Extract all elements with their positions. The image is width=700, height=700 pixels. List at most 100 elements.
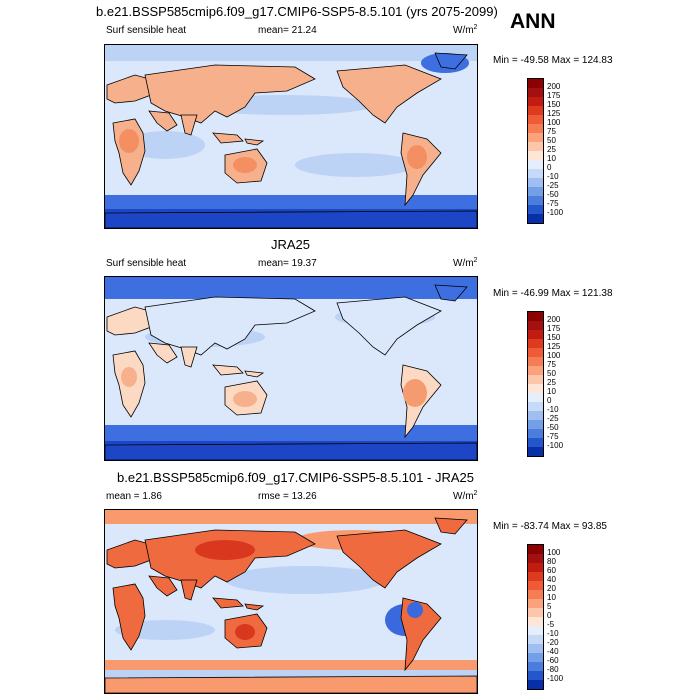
north-america-landmass [336,296,442,356]
land-anomaly [407,145,427,169]
panel1-minmax: Min = -49.58 Max = 124.83 [493,55,613,66]
panel3-map [104,509,478,694]
land-anomaly [407,602,423,618]
asia-landmass [144,64,316,124]
colorbar-tick-label: 80 [547,557,556,566]
colorbar-tick-label: 10 [547,154,556,163]
colorbar-tick-label: -75 [547,199,559,208]
colorbar-swatch [528,554,543,563]
land-anomaly [121,367,137,387]
indonesia-landmass [212,364,265,378]
colorbar-swatch [528,608,543,617]
land-anomaly [233,391,257,407]
colorbar-swatch [528,671,543,680]
colorbar-tick-label: 125 [547,109,561,118]
colorbar-swatch [528,626,543,635]
colorbar-swatch [528,366,543,375]
colorbar-swatch [528,680,543,689]
panel3-left-label: mean = 1.86 [106,491,162,502]
colorbar-swatch [528,321,543,330]
colorbar-box [527,78,544,224]
panel3-title: b.e21.BSSP585cmip6.f09_g17.CMIP6-SSP5-8.… [117,470,474,485]
colorbar-swatch [528,617,543,626]
colorbar-tick-label: -20 [547,638,559,647]
panel2-field [105,277,477,460]
colorbar-swatch [528,420,543,429]
colorbar-tick-label: -100 [547,208,564,217]
colorbar-tick-label: -25 [547,181,559,190]
colorbar-tick-label: 100 [547,118,561,127]
land-anomaly [235,624,255,640]
colorbar-swatch [528,402,543,411]
indonesia-landmass [212,597,265,611]
zonal-band [105,660,477,670]
colorbar-tick-label: 10 [547,387,556,396]
colorbar-swatch [528,97,543,106]
colorbar-swatch [528,178,543,187]
colorbar-swatch [528,196,543,205]
colorbar-swatch [528,635,543,644]
colorbar-box [527,311,544,457]
zonal-band [105,277,477,299]
anomaly-region [295,153,415,177]
panel1-units: W/m2 [453,24,478,36]
colorbar-swatch [528,644,543,653]
zonal-band [105,195,477,209]
colorbar-tick-label: -80 [547,665,559,674]
panel3-rmse-label: rmse = 13.26 [258,491,317,502]
colorbar-tick-label: 200 [547,82,561,91]
colorbar-tick-label: -100 [547,674,564,683]
colorbar-tick-label: 150 [547,333,561,342]
panel1-mean-label: mean= 21.24 [258,25,317,36]
africa-landmass [112,583,146,651]
asia-landmass [144,296,316,356]
panel2-left-label: Surf sensible heat [106,258,187,269]
colorbar-tick-label: 125 [547,342,561,351]
greenland-landmass [434,517,468,535]
colorbar-tick-label: 75 [547,360,556,369]
colorbar-swatch [528,312,543,321]
colorbar-tick-label: -10 [547,629,559,638]
colorbar-swatch [528,375,543,384]
colorbar-tick-label: -75 [547,432,559,441]
colorbar-tick-label: 175 [547,91,561,100]
panel2-map [104,276,478,461]
colorbar-swatch [528,330,543,339]
panel2-units: W/m2 [453,257,478,269]
colorbar-swatch [528,115,543,124]
greenland-landmass [434,52,468,70]
north-america-landmass [336,64,442,124]
colorbar-tick-label: 50 [547,369,556,378]
colorbar-swatch [528,662,543,671]
colorbar-swatch [528,88,543,97]
colorbar-swatch [528,124,543,133]
colorbar-swatch [528,205,543,214]
anomaly-region [225,566,385,594]
colorbar-swatch [528,429,543,438]
colorbar-tick-label: -40 [547,647,559,656]
colorbar-tick-label: -10 [547,405,559,414]
antarctica-landmass [105,442,477,460]
colorbar-tick-label: -60 [547,656,559,665]
colorbar-tick-label: 175 [547,324,561,333]
colorbar-swatch [528,411,543,420]
panel2-minmax: Min = -46.99 Max = 121.38 [493,288,613,299]
colorbar-tick-label: -50 [547,423,559,432]
panel3-minmax: Min = -83.74 Max = 93.85 [493,521,607,532]
colorbar-tick-label: 0 [547,611,552,620]
colorbar-tick-label: 25 [547,378,556,387]
colorbar-tick-label: -25 [547,414,559,423]
colorbar-tick-label: -100 [547,441,564,450]
panel2-mean-label: mean= 19.37 [258,258,317,269]
season-label: ANN [510,10,556,33]
colorbar-tick-label: 100 [547,548,561,557]
antarctica-landmass [105,210,477,228]
colorbar-swatch [528,581,543,590]
north-america-landmass [336,529,442,589]
land-anomaly [403,379,427,407]
colorbar-swatch [528,169,543,178]
europe-landmass [106,74,158,104]
arabia-india-landmass [148,575,198,601]
panel1-map [104,44,478,229]
panel3-units: W/m2 [453,490,478,502]
